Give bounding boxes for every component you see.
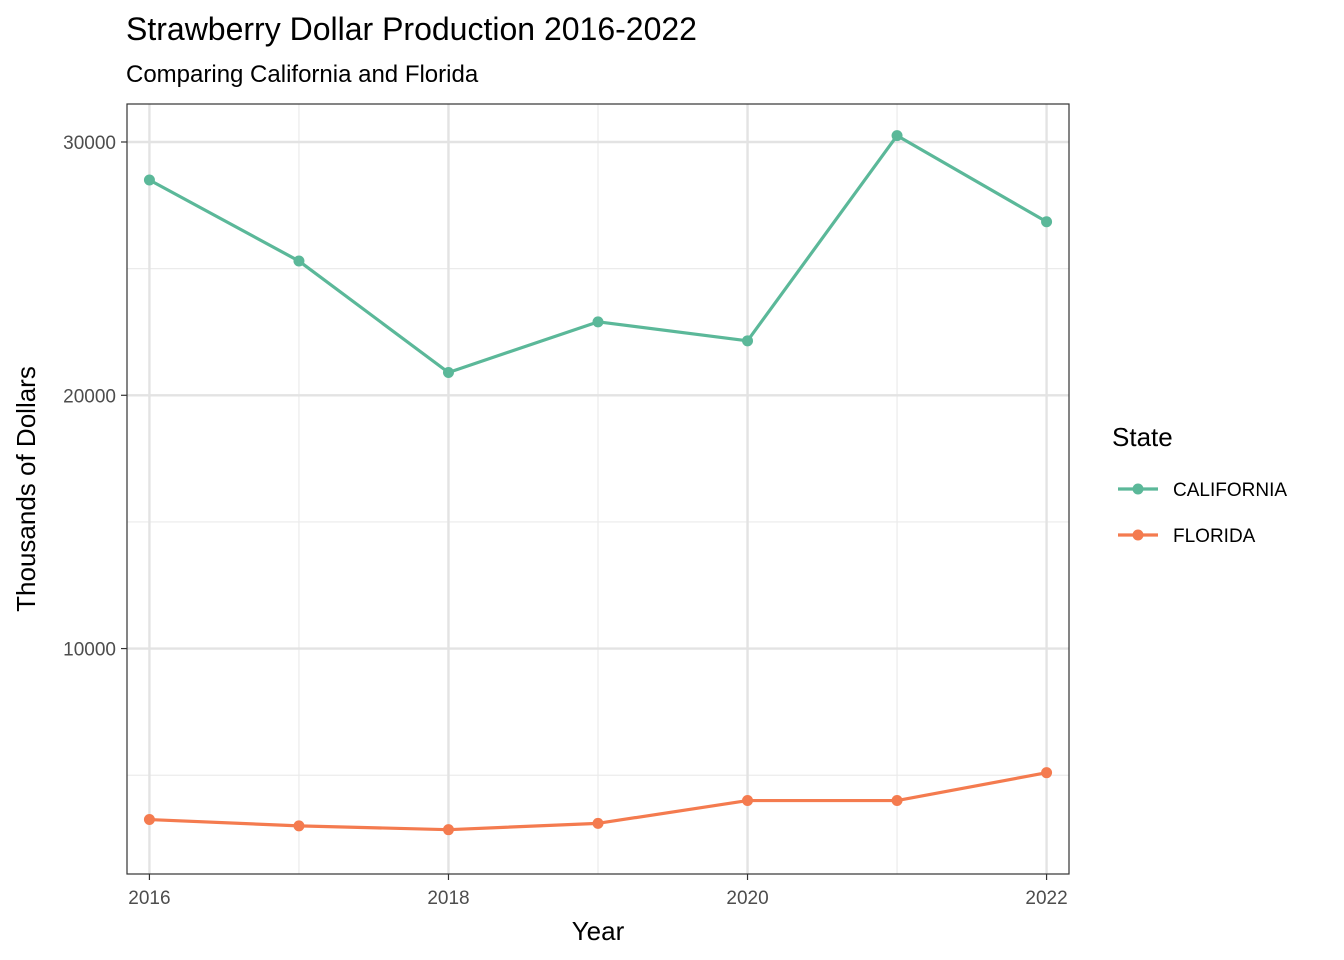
legend: State CALIFORNIA FLORIDA [1112, 422, 1287, 547]
florida-point [592, 817, 604, 829]
legend-key-point-florida [1132, 529, 1144, 541]
florida-point [742, 795, 754, 807]
legend-title: State [1112, 422, 1173, 452]
florida-point [1041, 767, 1053, 779]
legend-items: CALIFORNIA FLORIDA [1118, 480, 1287, 547]
x-tick-label: 2020 [726, 888, 768, 909]
california-point [891, 130, 903, 142]
california-point [1041, 216, 1053, 228]
california-point [143, 174, 155, 186]
legend-label-florida: FLORIDA [1173, 526, 1256, 547]
panel-border [126, 103, 1070, 875]
legend-label-california: CALIFORNIA [1173, 480, 1287, 501]
plot-panel [126, 103, 1070, 875]
florida-point [891, 795, 903, 807]
chart-title: Strawberry Dollar Production 2016-2022 [126, 11, 697, 47]
x-tick-label: 2022 [1025, 888, 1067, 909]
california-point [293, 255, 305, 267]
y-tick-label: 10000 [63, 640, 116, 661]
x-tick-label: 2016 [128, 888, 170, 909]
california-point [742, 335, 754, 347]
florida-point [293, 820, 305, 832]
y-tick-label: 20000 [63, 386, 116, 407]
california-point [592, 316, 604, 328]
y-axis: 10000 20000 30000 [63, 133, 127, 661]
x-axis-title: Year [572, 916, 625, 946]
y-tick-label: 30000 [63, 133, 116, 154]
california-point [442, 366, 454, 378]
x-tick-label: 2018 [427, 888, 469, 909]
x-axis: 2016 2018 2020 2022 [128, 874, 1068, 909]
legend-key-point-california [1132, 483, 1144, 495]
florida-point [143, 814, 155, 826]
major-gridlines [127, 104, 1069, 874]
minor-gridlines [127, 104, 1069, 874]
chart-subtitle: Comparing California and Florida [126, 61, 479, 88]
florida-point [442, 824, 454, 836]
y-axis-title: Thousands of Dollars [11, 366, 41, 612]
series-points [143, 130, 1053, 836]
